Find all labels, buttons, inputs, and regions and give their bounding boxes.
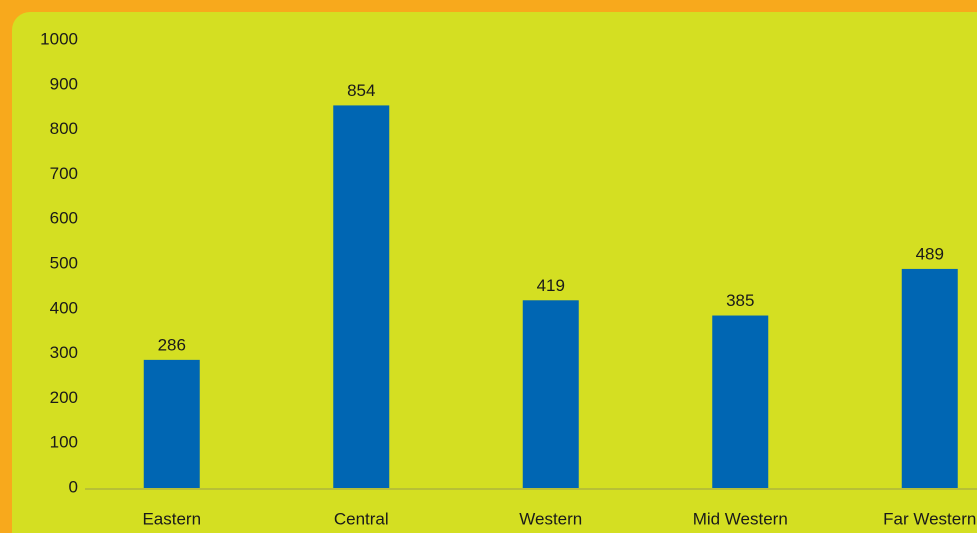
x-tick-label: Central xyxy=(334,509,389,528)
y-tick-label: 200 xyxy=(50,388,78,407)
y-tick-label: 400 xyxy=(50,298,78,317)
bar xyxy=(712,315,769,488)
value-label: 286 xyxy=(158,335,186,354)
y-tick-label: 100 xyxy=(50,433,78,452)
bar xyxy=(522,300,579,488)
bar xyxy=(143,359,200,488)
y-tick-label: 700 xyxy=(50,164,78,183)
value-label: 489 xyxy=(916,244,944,263)
y-tick-label: 1000 xyxy=(40,29,78,48)
y-tick-label: 800 xyxy=(50,119,78,138)
value-label: 385 xyxy=(726,291,754,310)
bar xyxy=(901,268,958,488)
y-tick-label: 900 xyxy=(50,74,78,93)
y-tick-label: 300 xyxy=(50,343,78,362)
x-tick-label: Mid Western xyxy=(693,509,788,528)
x-tick-label: Far Western xyxy=(883,509,976,528)
y-tick-label: 600 xyxy=(50,209,78,228)
value-label: 854 xyxy=(347,81,375,100)
x-tick-label: Eastern xyxy=(142,509,201,528)
y-tick-label: 500 xyxy=(50,253,78,272)
x-tick-label: Western xyxy=(519,509,582,528)
bar xyxy=(333,105,390,489)
value-label: 419 xyxy=(537,276,565,295)
y-tick-label: 0 xyxy=(69,477,78,496)
